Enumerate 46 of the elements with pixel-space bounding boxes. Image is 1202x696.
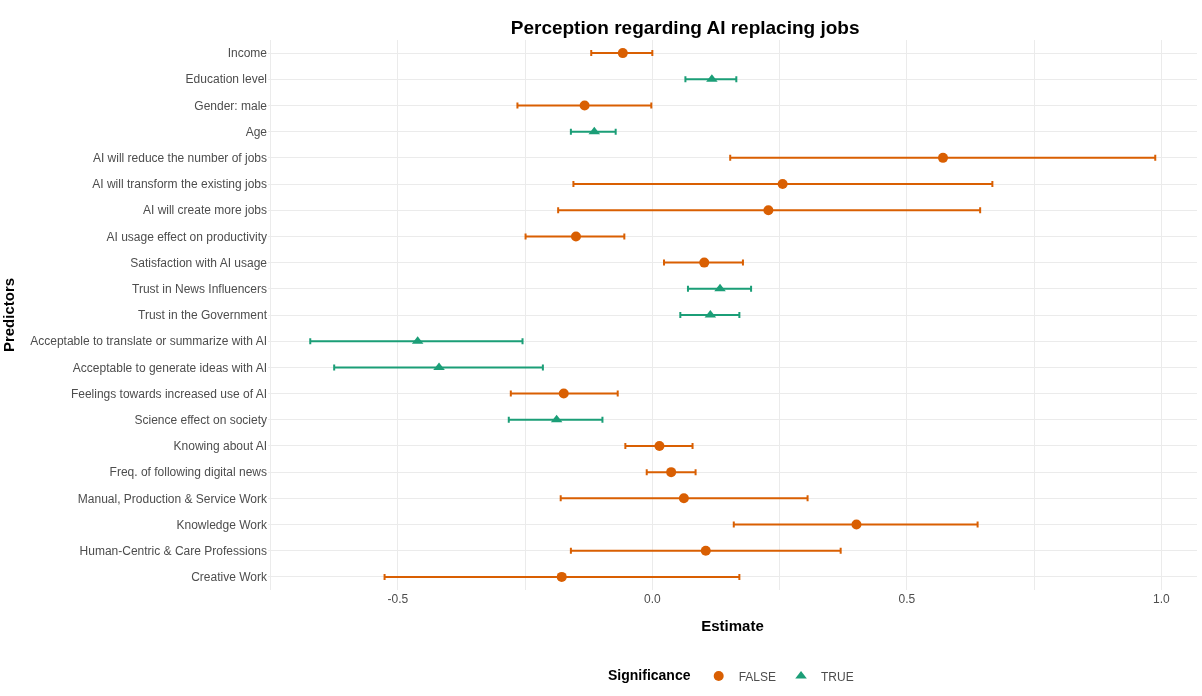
y-tick-label: Gender: male	[194, 98, 268, 113]
x-tick-label: -0.5	[387, 592, 409, 606]
y-tick-label: Science effect on society	[134, 412, 267, 427]
point	[654, 440, 665, 451]
point	[700, 545, 711, 556]
point	[579, 100, 590, 111]
point	[558, 388, 569, 399]
y-tick-label: Creative Work	[191, 570, 268, 585]
point	[556, 571, 567, 582]
y-tick-label: Income	[227, 46, 268, 61]
point	[763, 205, 774, 216]
x-tick-label: 0.0	[643, 592, 661, 606]
point	[678, 493, 689, 504]
y-tick-label: Human-Centric & Care Professions	[79, 543, 267, 558]
y-tick-label: AI will create more jobs	[142, 203, 267, 218]
point	[699, 257, 710, 268]
y-tick-label: Acceptable to generate ideas with AI	[72, 360, 267, 375]
point	[937, 152, 948, 163]
y-tick-label: Feelings towards increased use of AI	[70, 386, 267, 401]
y-tick-label: Knowing about AI	[173, 439, 267, 454]
y-tick-label: AI will reduce the number of jobs	[92, 151, 267, 166]
y-tick-label: Acceptable to translate or summarize with AI	[30, 334, 267, 349]
legend-label: TRUE	[821, 669, 854, 684]
y-tick-label: Trust in the Government	[138, 308, 268, 323]
y-tick-label: Manual, Production & Service Work	[77, 491, 268, 506]
y-tick-label: Trust in News Influencers	[132, 282, 267, 297]
x-axis-title: Estimate	[701, 617, 764, 634]
point	[617, 48, 628, 59]
legend-label: FALSE	[738, 669, 777, 684]
y-axis-title: Predictors	[0, 277, 17, 353]
y-tick-label: AI usage effect on productivity	[106, 229, 267, 244]
chart-title: Perception regarding AI replacing jobs	[510, 17, 860, 39]
y-tick-label: Knowledge Work	[176, 517, 268, 532]
y-tick-label: Satisfaction with AI usage	[130, 255, 268, 270]
y-tick-label: AI will transform the existing jobs	[92, 177, 267, 192]
y-tick-label: Age	[245, 124, 268, 139]
x-tick-label: 1.0	[1153, 592, 1171, 606]
y-tick-label: Education level	[185, 72, 267, 87]
y-tick-label: Freq. of following digital news	[109, 465, 267, 480]
point	[777, 179, 788, 190]
point	[666, 467, 677, 478]
point	[570, 231, 581, 242]
x-tick-label: 0.5	[898, 592, 916, 606]
point	[851, 519, 862, 530]
point	[714, 283, 726, 292]
legend-title: Significance	[608, 666, 691, 683]
